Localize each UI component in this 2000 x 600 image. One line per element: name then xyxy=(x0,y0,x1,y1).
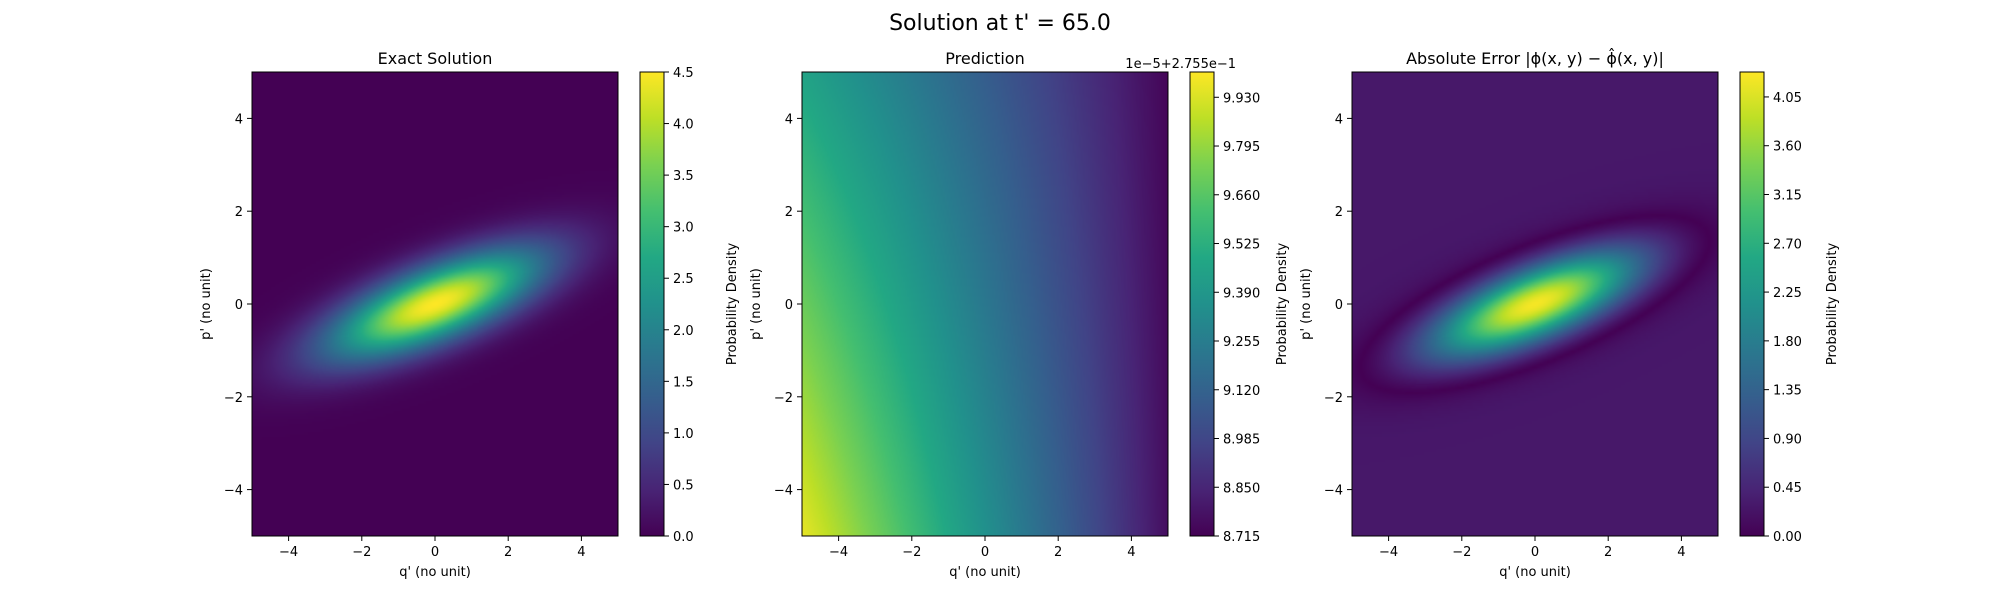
heatmap-image xyxy=(802,72,1168,536)
colorbar-tick-label: 3.5 xyxy=(673,169,694,184)
colorbar-tick-label: 2.70 xyxy=(1773,237,1802,252)
heatmap-image xyxy=(1352,72,1718,536)
colorbar-gradient xyxy=(1739,71,1765,537)
y-tick-label: −2 xyxy=(774,391,793,406)
x-tick-label: −4 xyxy=(829,545,848,560)
colorbar-tick-label: 9.120 xyxy=(1223,384,1260,399)
heatmap-image xyxy=(252,72,618,536)
figure-suptitle: Solution at t' = 65.0 xyxy=(889,11,1111,36)
y-tick-label: 4 xyxy=(235,112,243,127)
y-tick-label: 0 xyxy=(1335,298,1343,313)
x-tick-label: −2 xyxy=(902,545,921,560)
colorbar-gradient xyxy=(639,71,665,537)
colorbar-tick-label: 9.255 xyxy=(1223,335,1260,350)
colorbar-tick-label: 3.60 xyxy=(1773,140,1802,155)
colorbar-tick-label: 0.90 xyxy=(1773,432,1802,447)
panel-2: Prediction −4 −2 0 2 4 −4 −2 0 2 4 q' (no unit) p' (… xyxy=(749,49,1290,580)
x-tick-label: −4 xyxy=(279,545,298,560)
y-tick-label: −4 xyxy=(1324,484,1343,499)
colorbar-tick-label: 1.80 xyxy=(1773,335,1802,350)
colorbar: 0.00 0.45 0.90 1.35 1.80 2.25 2.70 3.15 3.60 4.05… xyxy=(1739,71,1840,545)
colorbar-label: Probability Density xyxy=(1275,243,1290,366)
y-tick-label: −4 xyxy=(774,484,793,499)
panel-title: Prediction xyxy=(945,49,1024,68)
colorbar-tick-label: 3.0 xyxy=(673,221,694,236)
colorbar-tick-label: 9.795 xyxy=(1223,140,1260,155)
y-axis-label: p' (no unit) xyxy=(749,268,764,340)
y-axis-label: p' (no unit) xyxy=(1299,268,1314,340)
y-tick-label: 4 xyxy=(785,112,793,127)
panel-3: Absolute Error |ϕ(x, y) − ϕ̂(x, y)| −4 −2 0… xyxy=(1299,48,1840,580)
x-axis-label: q' (no unit) xyxy=(949,565,1021,580)
y-tick-label: 0 xyxy=(785,298,793,313)
x-tick-label: −4 xyxy=(1379,545,1398,560)
colorbar-offset-text: 1e−5+2.755e−1 xyxy=(1125,57,1236,72)
x-tick-label: 0 xyxy=(1531,545,1539,560)
colorbar: 8.715 8.850 8.985 9.120 9.255 9.390 9.525 9.660… xyxy=(1125,57,1290,545)
x-tick-label: 4 xyxy=(1677,545,1685,560)
colorbar-tick-label: 9.660 xyxy=(1223,189,1260,204)
y-tick-label: 2 xyxy=(1335,205,1343,220)
colorbar-tick-label: 4.0 xyxy=(673,118,694,133)
y-tick-label: 4 xyxy=(1335,112,1343,127)
colorbar-tick-label: 1.35 xyxy=(1773,384,1802,399)
x-tick-label: 0 xyxy=(981,545,989,560)
y-tick-label: 0 xyxy=(235,298,243,313)
colorbar-tick-label: 9.390 xyxy=(1223,286,1260,301)
colorbar-tick-label: 9.525 xyxy=(1223,238,1260,253)
x-axis-label: q' (no unit) xyxy=(1499,565,1571,580)
colorbar-tick-label: 0.00 xyxy=(1773,530,1802,545)
panel-title: Absolute Error |ϕ(x, y) − ϕ̂(x, y)| xyxy=(1406,48,1664,68)
colorbar-tick-label: 1.5 xyxy=(673,375,694,390)
colorbar-label: Probability Density xyxy=(1825,243,1840,366)
colorbar-tick-label: 0.45 xyxy=(1773,481,1802,496)
y-tick-label: 2 xyxy=(785,205,793,220)
colorbar-tick-label: 2.5 xyxy=(673,272,694,287)
panels: Exact Solution −4 −2 0 2 4 −4 −2 0 2 4 q' (no unit)… xyxy=(199,48,1840,580)
panel-title: Exact Solution xyxy=(378,49,493,68)
colorbar-tick-label: 0.0 xyxy=(673,530,694,545)
x-tick-label: −2 xyxy=(352,545,371,560)
x-tick-label: 4 xyxy=(577,545,585,560)
colorbar-tick-label: 8.985 xyxy=(1223,433,1260,448)
colorbar-tick-label: 3.15 xyxy=(1773,189,1802,204)
colorbar-tick-label: 8.850 xyxy=(1223,481,1260,496)
y-tick-label: −2 xyxy=(224,391,243,406)
colorbar-tick-label: 2.25 xyxy=(1773,286,1802,301)
x-tick-label: 2 xyxy=(504,545,512,560)
x-tick-label: 4 xyxy=(1127,545,1135,560)
colorbar-tick-label: 4.05 xyxy=(1773,91,1802,106)
y-tick-label: 2 xyxy=(235,205,243,220)
x-tick-label: 2 xyxy=(1604,545,1612,560)
colorbar-tick-label: 4.5 xyxy=(673,66,694,81)
x-tick-label: −2 xyxy=(1452,545,1471,560)
y-tick-label: −4 xyxy=(224,484,243,499)
x-tick-label: 0 xyxy=(431,545,439,560)
x-axis-label: q' (no unit) xyxy=(399,565,471,580)
colorbar-tick-label: 8.715 xyxy=(1223,530,1260,545)
colorbar-tick-label: 2.0 xyxy=(673,324,694,339)
colorbar-gradient xyxy=(1189,71,1215,537)
x-tick-label: 2 xyxy=(1054,545,1062,560)
colorbar-tick-label: 1.0 xyxy=(673,427,694,442)
y-tick-label: −2 xyxy=(1324,391,1343,406)
colorbar: 0.0 0.5 1.0 1.5 2.0 2.5 3.0 3.5 4.0 4.5 Probabilit… xyxy=(639,66,740,545)
colorbar-tick-label: 0.5 xyxy=(673,478,694,493)
y-axis-label: p' (no unit) xyxy=(199,268,214,340)
colorbar-tick-label: 9.930 xyxy=(1223,91,1260,106)
panel-1: Exact Solution −4 −2 0 2 4 −4 −2 0 2 4 q' (no unit)… xyxy=(199,49,740,580)
colorbar-label: Probability Density xyxy=(725,243,740,366)
